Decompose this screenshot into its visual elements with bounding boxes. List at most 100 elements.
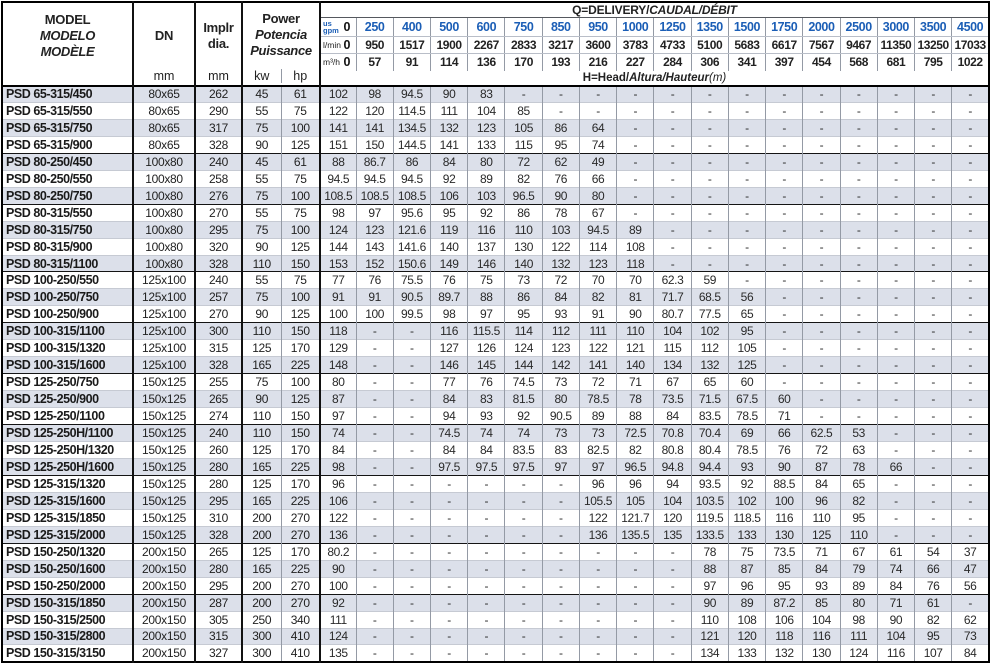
head-value-cell: 80 bbox=[319, 373, 356, 391]
head-value-cell: - bbox=[876, 373, 915, 391]
head-value-cell: 122 bbox=[541, 237, 580, 256]
head-value-cell: 123 bbox=[355, 220, 394, 239]
dn-unit: mm bbox=[153, 68, 175, 83]
flow-m3h-header-cell: 57 bbox=[355, 53, 394, 71]
head-value-cell: - bbox=[653, 593, 692, 612]
head-value-cell: 100 bbox=[319, 576, 356, 595]
head-value-cell: 116 bbox=[802, 627, 841, 645]
power-hp-cell: 100 bbox=[281, 288, 321, 306]
head-value-cell: 104 bbox=[467, 101, 505, 120]
power-hp-cell: 170 bbox=[281, 441, 321, 459]
head-value-cell: 133 bbox=[727, 525, 766, 544]
head-value-cell: 118 bbox=[319, 322, 356, 340]
head-value-cell: - bbox=[541, 559, 580, 578]
dn-cell: 80x65 bbox=[133, 101, 196, 120]
head-value-cell: - bbox=[765, 220, 803, 239]
table-row: PSD 150-250/1600 200x150 280 165 225 90- - - - - -… bbox=[2, 559, 989, 578]
head-value-cell: - bbox=[876, 101, 915, 120]
head-value-cell: 77.5 bbox=[690, 305, 729, 323]
head-value-cell: 84 bbox=[429, 390, 468, 408]
head-value-cell: 150 bbox=[355, 135, 394, 154]
power-kw-cell: 250 bbox=[242, 610, 282, 628]
head-value-cell: - bbox=[839, 407, 878, 425]
head-value-cell: 81.5 bbox=[504, 390, 543, 408]
head-value-cell: 71.5 bbox=[690, 390, 729, 408]
head-value-cell: 122 bbox=[578, 508, 617, 527]
head-value-cell: 108 bbox=[616, 237, 654, 256]
power-kw-cell: 90 bbox=[242, 305, 282, 323]
dn-cell: 100x80 bbox=[133, 169, 196, 188]
head-value-cell: - bbox=[802, 288, 841, 306]
head-value-cell: - bbox=[467, 542, 505, 561]
impeller-dia-cell: 328 bbox=[195, 525, 243, 544]
head-value-cell: - bbox=[839, 101, 878, 120]
head-value-cell: 94.5 bbox=[392, 169, 431, 188]
head-value-cell: - bbox=[914, 169, 952, 188]
head-value-cell: - bbox=[467, 508, 505, 527]
head-value-cell: - bbox=[467, 593, 505, 612]
head-value-cell: - bbox=[914, 525, 952, 544]
head-value-cell: - bbox=[429, 559, 468, 578]
head-value-cell: 111 bbox=[839, 627, 878, 645]
head-value-cell: - bbox=[951, 220, 989, 239]
head-value-cell: 90 bbox=[765, 457, 803, 476]
power-column-header: Power Potencia Puissance kw hp bbox=[242, 2, 321, 86]
head-value-cell: 70 bbox=[578, 271, 617, 289]
head-value-cell: 78 bbox=[616, 390, 654, 408]
head-value-cell: 96 bbox=[578, 474, 617, 493]
impeller-dia-cell: 327 bbox=[195, 644, 243, 662]
head-value-cell: 122 bbox=[319, 508, 356, 527]
power-hp-cell: 410 bbox=[281, 644, 321, 662]
head-value-cell: - bbox=[765, 373, 803, 391]
head-value-cell: - bbox=[355, 390, 394, 408]
head-value-cell: - bbox=[951, 424, 989, 442]
table-row: PSD 80-315/900 100x80 320 90 125 144 143 141.6 1… bbox=[2, 237, 989, 256]
head-value-cell: 110 bbox=[802, 508, 841, 527]
table-row: PSD 100-250/550 125x100 240 55 75 77 76 75.5 76 7… bbox=[2, 271, 989, 289]
head-value-cell: - bbox=[504, 610, 543, 628]
head-value-cell: - bbox=[541, 85, 580, 103]
head-value-cell: 97 bbox=[690, 576, 729, 595]
head-value-cell: - bbox=[876, 186, 915, 205]
head-value-cell: 76 bbox=[467, 373, 505, 391]
head-value-cell: 111 bbox=[578, 322, 617, 340]
impeller-dia-cell: 305 bbox=[195, 610, 243, 628]
head-value-cell: 146 bbox=[467, 254, 505, 272]
head-value-cell: 78.5 bbox=[727, 441, 766, 459]
head-value-cell: - bbox=[392, 610, 431, 628]
head-value-cell: - bbox=[839, 322, 878, 340]
dn-cell: 150x125 bbox=[133, 508, 196, 527]
head-value-cell: 72 bbox=[504, 152, 543, 171]
head-value-cell: - bbox=[467, 474, 505, 493]
head-value-cell: 71 bbox=[802, 542, 841, 561]
head-value-cell: 76 bbox=[914, 576, 952, 595]
head-value-cell: 74 bbox=[467, 424, 505, 442]
head-value-cell: - bbox=[951, 441, 989, 459]
model-cell: PSD 100-250/550 bbox=[2, 271, 134, 289]
head-value-cell: - bbox=[727, 203, 766, 222]
head-value-cell: - bbox=[727, 152, 766, 171]
head-value-cell: - bbox=[802, 186, 841, 205]
head-value-cell: - bbox=[951, 101, 989, 120]
head-value-cell: 106 bbox=[429, 186, 468, 205]
model-cell: PSD 125-250H/1600 bbox=[2, 457, 134, 476]
head-value-cell: - bbox=[951, 407, 989, 425]
head-value-cell: - bbox=[839, 356, 878, 374]
power-kw-cell: 200 bbox=[242, 508, 282, 527]
head-value-cell: 127 bbox=[429, 339, 468, 357]
head-value-cell: 88 bbox=[690, 559, 729, 578]
impeller-dia-cell: 265 bbox=[195, 542, 243, 561]
head-value-cell: - bbox=[951, 254, 989, 272]
head-value-cell: 91 bbox=[578, 305, 617, 323]
head-value-cell: - bbox=[392, 508, 431, 527]
impeller-dia-cell: 240 bbox=[195, 424, 243, 442]
power-kw-cell: 110 bbox=[242, 424, 282, 442]
head-value-cell: 95.6 bbox=[392, 203, 431, 222]
head-value-cell: 74.5 bbox=[504, 373, 543, 391]
head-value-cell: - bbox=[839, 237, 878, 256]
head-value-cell: 120 bbox=[355, 101, 394, 120]
head-value-cell: 140 bbox=[429, 237, 468, 256]
head-value-cell: - bbox=[578, 627, 617, 645]
head-value-cell: 120 bbox=[653, 508, 692, 527]
dn-cell: 80x65 bbox=[133, 118, 196, 137]
